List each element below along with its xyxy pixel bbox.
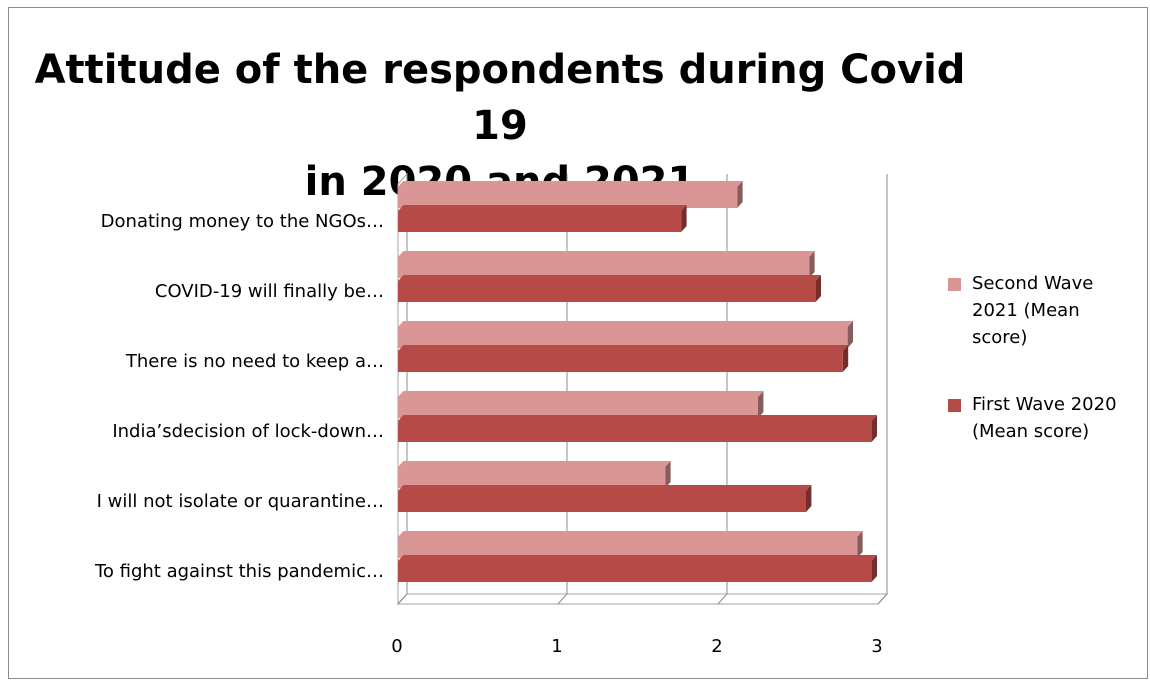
bar-first-wave-4: [398, 485, 812, 512]
bar-top-face: [398, 205, 687, 211]
bar-end-face: [681, 205, 687, 232]
category-label-3: India’sdecision of lock-down…: [112, 421, 384, 442]
category-label-2: There is no need to keep a…: [125, 351, 384, 372]
category-label-1: COVID-19 will finally be…: [155, 281, 384, 302]
bar-top-face: [398, 251, 815, 257]
legend-swatch-first-wave: [948, 399, 961, 412]
bar-first-wave-3: [398, 415, 877, 442]
bar-second-wave-5: [398, 531, 863, 558]
bar-second-wave-3: [398, 391, 764, 418]
bar-end-face: [737, 181, 743, 208]
category-label-5: To fight against this pandemic…: [94, 561, 384, 582]
x-tick-label-0: 0: [391, 636, 402, 657]
bar-top-face: [398, 415, 877, 421]
bar-end-face: [665, 461, 671, 488]
bar-top-face: [398, 275, 821, 281]
bar-end-face: [847, 321, 853, 348]
legend-label-second-wave-line-3: score): [972, 327, 1028, 348]
legend-item-first-wave: First Wave 2020 (Mean score): [946, 391, 1146, 445]
gridline-depth-1: [557, 593, 568, 605]
x-tick-label-2: 2: [711, 636, 722, 657]
legend-label-first-wave-line-2: (Mean score): [972, 421, 1090, 442]
bar-front-face: [398, 327, 848, 348]
bar-first-wave-5: [398, 555, 877, 582]
bar-front-face: [398, 257, 810, 278]
category-label-4: I will not isolate or quarantine…: [97, 491, 384, 512]
bar-end-face: [871, 555, 877, 582]
bar-top-face: [398, 391, 764, 397]
legend-label-second-wave-line-2: 2021 (Mean: [972, 300, 1080, 321]
bar-top-face: [398, 461, 671, 467]
floor: [396, 593, 889, 605]
legend-label-first-wave-line-1: First Wave 2020: [972, 394, 1117, 415]
bar-front-face: [398, 211, 682, 232]
x-tick-labels: 0 1 2 3: [391, 636, 882, 657]
bar-top-face: [398, 531, 863, 537]
bar-end-face: [857, 531, 863, 558]
chart-title-line-1: Attitude of the respondents during Covid…: [34, 47, 966, 149]
bar-front-face: [398, 537, 858, 558]
x-tick-label-3: 3: [871, 636, 882, 657]
bar-front-face: [398, 351, 843, 372]
bar-end-face: [871, 415, 877, 442]
bar-end-face: [809, 251, 815, 278]
legend: Second Wave 2021 (Mean score) First Wave…: [946, 270, 1146, 485]
bar-end-face: [758, 391, 764, 418]
bars: [398, 181, 877, 582]
gridline-depth-3: [877, 593, 888, 605]
x-tick-label-1: 1: [551, 636, 562, 657]
gridline-depth-0: [397, 593, 408, 605]
bar-second-wave-0: [398, 181, 743, 208]
bar-second-wave-2: [398, 321, 853, 348]
category-labels: Donating money to the NGOs… COVID-19 will…: [94, 211, 384, 582]
bar-first-wave-2: [398, 345, 849, 372]
bar-top-face: [398, 181, 743, 187]
legend-swatch-second-wave: [948, 278, 961, 291]
category-label-0: Donating money to the NGOs…: [101, 211, 384, 232]
bar-second-wave-4: [398, 461, 671, 488]
legend-item-second-wave: Second Wave 2021 (Mean score): [946, 270, 1146, 351]
bar-end-face: [842, 345, 849, 372]
bar-front-face: [398, 281, 816, 302]
bar-front-face: [398, 491, 806, 512]
bar-end-face: [806, 485, 812, 512]
bar-first-wave-0: [398, 205, 687, 232]
bar-front-face: [398, 467, 666, 488]
bar-top-face: [398, 345, 849, 351]
gridline-depth-2: [717, 593, 728, 605]
bar-end-face: [815, 275, 821, 302]
legend-label-second-wave-line-1: Second Wave: [972, 273, 1094, 294]
bar-front-face: [398, 397, 758, 418]
bar-second-wave-1: [398, 251, 815, 278]
bar-top-face: [398, 321, 853, 327]
grid-lines: [397, 174, 888, 605]
bar-top-face: [398, 555, 877, 561]
bar-front-face: [398, 421, 872, 442]
bar-top-face: [398, 485, 812, 491]
bar-first-wave-1: [398, 275, 821, 302]
bar-front-face: [398, 561, 872, 582]
bar-front-face: [398, 187, 738, 208]
